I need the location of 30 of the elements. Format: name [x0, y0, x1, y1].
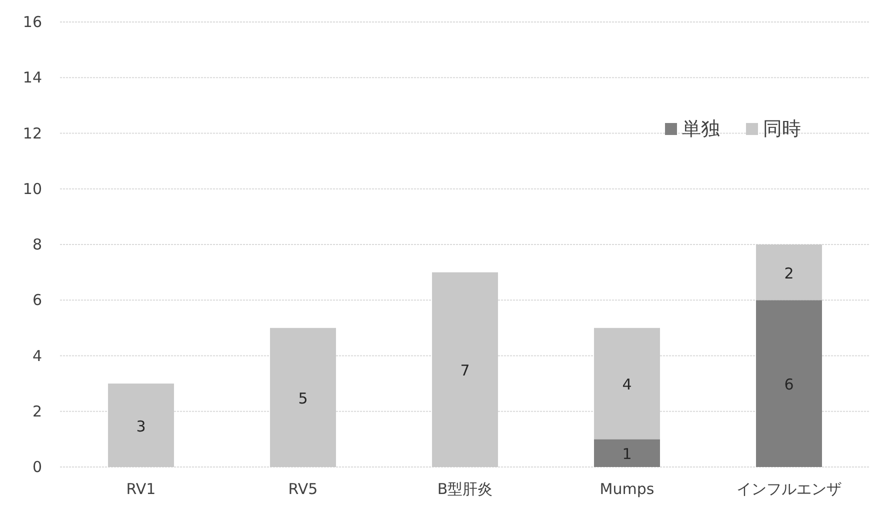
data-label: 2	[784, 264, 794, 282]
bar	[594, 439, 660, 467]
data-label: 4	[622, 376, 632, 394]
x-tick-label: インフルエンザ	[736, 480, 842, 498]
legend-label: 同時	[763, 118, 801, 140]
y-tick-label: 8	[32, 236, 42, 254]
data-label: 1	[622, 445, 632, 464]
y-tick-label: 16	[22, 13, 42, 31]
x-tick-label: B型肝炎	[437, 480, 493, 498]
y-tick-label: 14	[22, 68, 42, 87]
data-label: 6	[784, 376, 794, 394]
x-tick-label: RV5	[288, 480, 318, 498]
y-tick-label: 0	[32, 458, 42, 476]
y-tick-label: 12	[22, 124, 42, 142]
y-tick-label: 4	[32, 346, 42, 365]
data-label: 7	[460, 362, 470, 380]
x-tick-label: RV1	[126, 480, 156, 498]
legend-label: 単独	[682, 118, 720, 140]
bar	[432, 272, 498, 467]
bar	[756, 244, 822, 300]
bar	[270, 328, 336, 467]
y-tick-label: 6	[32, 291, 42, 310]
bar	[108, 384, 174, 467]
y-tick-label: 10	[22, 180, 42, 198]
x-tick-label: Mumps	[600, 480, 654, 498]
data-label: 3	[136, 417, 146, 436]
bar	[594, 328, 660, 440]
y-tick-label: 2	[32, 402, 42, 420]
data-label: 5	[298, 389, 308, 408]
bar	[756, 300, 822, 467]
